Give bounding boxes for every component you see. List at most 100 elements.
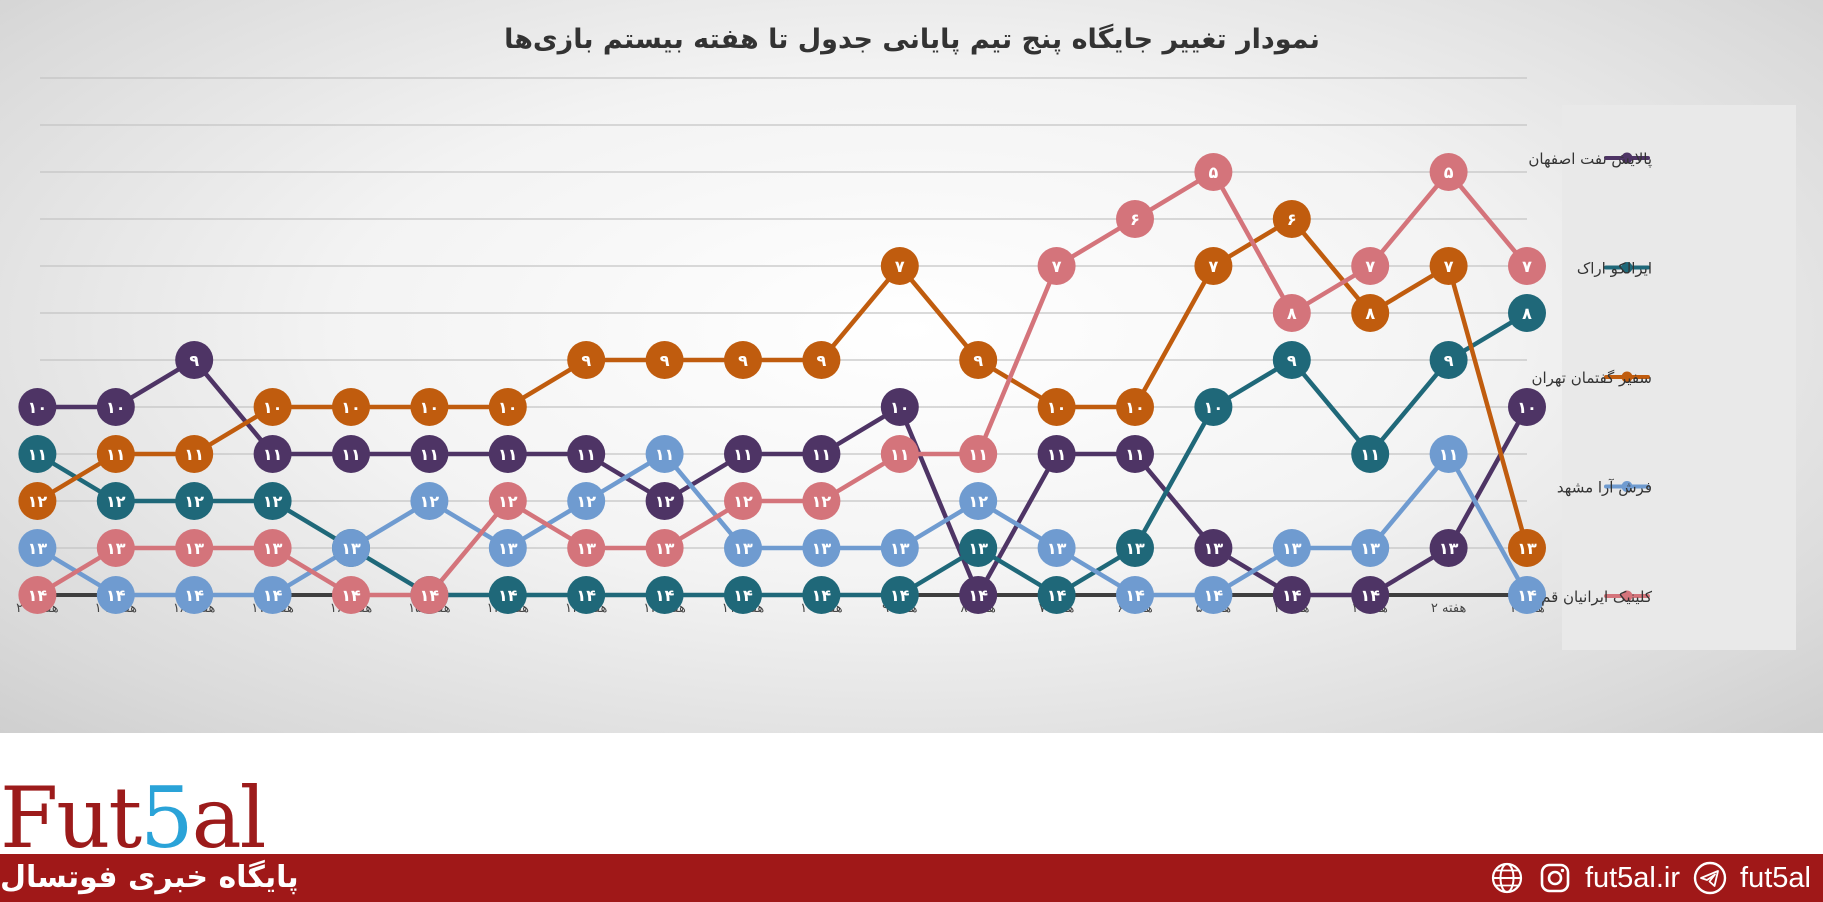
data-label: ۱۲	[184, 492, 204, 511]
data-label: ۱۳	[1517, 539, 1537, 558]
footer-contacts: fut5al.ir fut5al	[1489, 854, 1811, 902]
chart: نمودار تغییر جایگاه پنج تیم پایانی جدول …	[16, 23, 1796, 650]
data-point	[1351, 247, 1390, 285]
data-label: ۱۱	[890, 445, 910, 464]
legend-label: ایرالکو اراک	[1577, 260, 1652, 278]
data-label: ۹	[1287, 351, 1297, 370]
data-point	[1194, 388, 1233, 426]
data-label: ۱۴	[28, 586, 48, 605]
data-point	[253, 576, 292, 614]
data-label: ۱۲	[655, 492, 675, 511]
data-label: ۱۳	[1439, 539, 1459, 558]
x-tick-label: هفته ۲	[1431, 601, 1467, 616]
data-point	[959, 529, 998, 567]
data-point	[802, 529, 841, 567]
fut5al-logo: Fut5al	[0, 776, 267, 860]
data-label: ۱۱	[1439, 445, 1459, 464]
data-point	[567, 341, 606, 379]
data-label: ۱۴	[341, 586, 361, 605]
data-label: ۹	[189, 351, 199, 370]
telegram-handle[interactable]: fut5al	[1740, 861, 1811, 894]
data-point	[1508, 294, 1546, 332]
data-point	[410, 576, 449, 614]
data-label: ۱۲	[420, 492, 440, 511]
data-point	[1272, 200, 1311, 238]
data-label: ۱۲	[263, 492, 283, 511]
data-label: ۱۰	[420, 398, 440, 417]
chart-panel: نمودار تغییر جایگاه پنج تیم پایانی جدول …	[0, 0, 1823, 733]
data-label: ۱۱	[1360, 445, 1380, 464]
data-point	[724, 576, 762, 614]
data-point	[1116, 435, 1154, 473]
data-point	[1194, 153, 1233, 191]
data-label: ۱۳	[1125, 539, 1145, 558]
data-point	[1429, 153, 1468, 191]
data-label: ۱۱	[733, 445, 753, 464]
data-point	[645, 482, 684, 520]
data-label: ۱۴	[106, 586, 126, 605]
data-label: ۱۱	[498, 445, 518, 464]
data-label: ۱۴	[263, 586, 283, 605]
data-label: ۶	[1287, 210, 1297, 229]
data-point	[96, 576, 135, 614]
data-point	[802, 341, 841, 379]
data-label: ۱۳	[890, 539, 910, 558]
data-point	[253, 529, 292, 567]
data-point	[488, 388, 527, 426]
data-point	[802, 435, 841, 473]
data-point	[1194, 529, 1233, 567]
data-label: ۹	[1444, 351, 1454, 370]
data-label: ۱۳	[341, 539, 361, 558]
legend-swatch-dot	[1621, 481, 1633, 492]
legend-swatch-dot	[1621, 590, 1633, 602]
data-point	[1037, 435, 1076, 473]
data-label: ۱۳	[184, 539, 204, 558]
data-point	[410, 482, 449, 520]
data-label: ۹	[817, 351, 827, 370]
data-point	[724, 482, 762, 520]
data-point	[1508, 247, 1546, 285]
data-label: ۷	[1522, 257, 1532, 276]
data-point	[880, 529, 919, 567]
data-label: ۱۲	[106, 492, 126, 511]
data-label: ۱۴	[184, 586, 204, 605]
data-label: ۷	[1444, 257, 1454, 276]
data-point	[175, 482, 214, 520]
data-label: ۱۰	[263, 398, 283, 417]
legend-label: پالایش نفت اصفهان	[1528, 150, 1652, 169]
data-point	[175, 576, 214, 614]
data-label: ۱۲	[733, 492, 753, 511]
data-label: ۱۳	[263, 539, 283, 558]
data-label: ۱۲	[28, 492, 48, 511]
data-point	[1351, 576, 1390, 614]
data-point	[96, 435, 135, 473]
globe-icon[interactable]	[1489, 860, 1525, 896]
telegram-icon[interactable]	[1692, 860, 1728, 896]
data-point	[175, 341, 214, 379]
data-label: ۱۴	[498, 586, 518, 605]
data-point	[1351, 294, 1390, 332]
data-label: ۱۰	[890, 398, 910, 417]
data-point	[253, 388, 292, 426]
data-label: ۱۳	[106, 539, 126, 558]
data-label: ۱۱	[655, 445, 675, 464]
data-label: ۷	[1365, 257, 1375, 276]
website-link[interactable]: fut5al.ir	[1584, 861, 1681, 894]
chart-title: نمودار تغییر جایگاه پنج تیم پایانی جدول …	[504, 23, 1320, 55]
data-point	[1429, 341, 1468, 379]
legend-label: فرش آرا مشهد	[1557, 479, 1652, 497]
data-label: ۱۳	[655, 539, 675, 558]
data-point	[1272, 529, 1311, 567]
data-label: ۱۱	[420, 445, 440, 464]
data-point	[1116, 388, 1154, 426]
data-label: ۱۱	[576, 445, 596, 464]
data-point	[724, 529, 762, 567]
data-point	[96, 529, 135, 567]
instagram-icon[interactable]	[1537, 860, 1573, 896]
data-point	[880, 247, 919, 285]
footer-tagline: پایگاه خبری فوتسال	[0, 860, 299, 895]
data-label: ۱۰	[1204, 398, 1224, 417]
data-label: ۱۴	[1360, 586, 1380, 605]
data-point	[1116, 200, 1154, 238]
data-point	[645, 435, 684, 473]
